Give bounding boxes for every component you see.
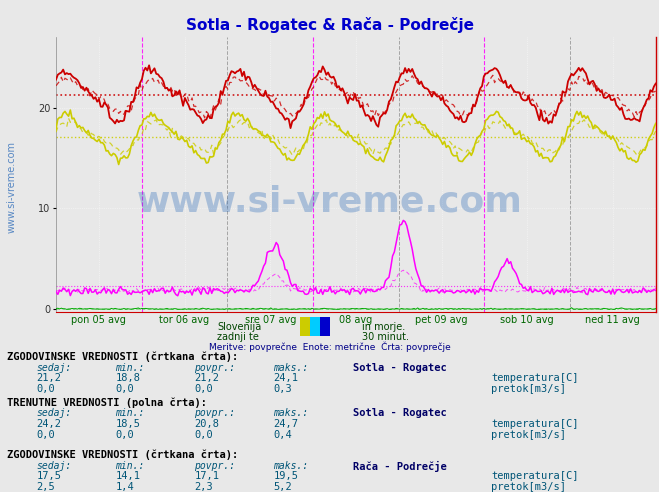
Text: 0,0: 0,0	[194, 384, 213, 394]
Text: ZGODOVINSKE VREDNOSTI (črtkana črta):: ZGODOVINSKE VREDNOSTI (črtkana črta):	[7, 352, 238, 362]
Text: Slovenija: Slovenija	[217, 322, 262, 332]
Text: 24,1: 24,1	[273, 373, 299, 383]
Text: 0,4: 0,4	[273, 430, 292, 440]
Text: 5,2: 5,2	[273, 482, 292, 492]
Text: 21,2: 21,2	[194, 373, 219, 383]
Text: 0,0: 0,0	[36, 384, 55, 394]
Text: 0,3: 0,3	[273, 384, 292, 394]
Text: maks.:: maks.:	[273, 408, 308, 418]
Text: povpr.:: povpr.:	[194, 408, 235, 418]
Text: min.:: min.:	[115, 461, 145, 470]
Text: ZGODOVINSKE VREDNOSTI (črtkana črta):: ZGODOVINSKE VREDNOSTI (črtkana črta):	[7, 450, 238, 460]
Text: 2,5: 2,5	[36, 482, 55, 492]
Text: www.si-vreme.com: www.si-vreme.com	[7, 141, 17, 233]
Text: 1,4: 1,4	[115, 482, 134, 492]
Text: 21,2: 21,2	[36, 373, 61, 383]
Text: temperatura[C]: temperatura[C]	[491, 373, 579, 383]
Text: Sotla - Rogatec: Sotla - Rogatec	[353, 408, 446, 418]
Text: 0,0: 0,0	[36, 430, 55, 440]
Text: 17,5: 17,5	[36, 471, 61, 481]
Text: zadnji te: zadnji te	[217, 332, 260, 342]
Text: Rača - Podrečje: Rača - Podrečje	[353, 461, 446, 471]
Text: 24,2: 24,2	[36, 419, 61, 429]
Text: 0,0: 0,0	[194, 430, 213, 440]
Text: 18,5: 18,5	[115, 419, 140, 429]
Text: sedaj:: sedaj:	[36, 408, 71, 418]
Text: temperatura[C]: temperatura[C]	[491, 419, 579, 429]
Text: Sotla - Rogatec: Sotla - Rogatec	[353, 363, 446, 372]
Bar	[310, 317, 320, 336]
Text: 17,1: 17,1	[194, 471, 219, 481]
Text: sedaj:: sedaj:	[36, 363, 71, 372]
Text: povpr.:: povpr.:	[194, 363, 235, 372]
Text: sedaj:: sedaj:	[36, 461, 71, 470]
Text: pretok[m3/s]: pretok[m3/s]	[491, 482, 566, 492]
Text: povpr.:: povpr.:	[194, 461, 235, 470]
Text: pretok[m3/s]: pretok[m3/s]	[491, 430, 566, 440]
Text: pretok[m3/s]: pretok[m3/s]	[491, 384, 566, 394]
Bar	[300, 317, 310, 336]
Text: 20,8: 20,8	[194, 419, 219, 429]
Text: 24,7: 24,7	[273, 419, 299, 429]
Text: 18,8: 18,8	[115, 373, 140, 383]
Text: min.:: min.:	[115, 363, 145, 372]
Text: 30 minut.: 30 minut.	[362, 332, 409, 342]
Text: 2,3: 2,3	[194, 482, 213, 492]
Text: min.:: min.:	[115, 408, 145, 418]
Text: Meritve: povprečne  Enote: metrične  Črta: povprečje: Meritve: povprečne Enote: metrične Črta:…	[209, 342, 450, 352]
Text: in morje.: in morje.	[362, 322, 406, 332]
Text: www.si-vreme.com: www.si-vreme.com	[136, 184, 523, 219]
Text: 14,1: 14,1	[115, 471, 140, 481]
Text: Sotla - Rogatec & Rača - Podrečje: Sotla - Rogatec & Rača - Podrečje	[185, 17, 474, 33]
Text: 0,0: 0,0	[115, 384, 134, 394]
Text: TRENUTNE VREDNOSTI (polna črta):: TRENUTNE VREDNOSTI (polna črta):	[7, 398, 206, 408]
Text: 0,0: 0,0	[115, 430, 134, 440]
Text: maks.:: maks.:	[273, 461, 308, 470]
Text: 19,5: 19,5	[273, 471, 299, 481]
Text: maks.:: maks.:	[273, 363, 308, 372]
Bar	[320, 317, 330, 336]
Text: temperatura[C]: temperatura[C]	[491, 471, 579, 481]
